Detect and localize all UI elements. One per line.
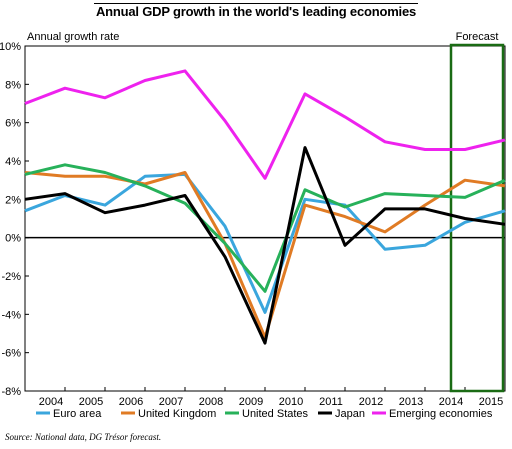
y-tick-label: 6% — [5, 118, 21, 130]
series-lines — [24, 69, 506, 345]
chart-title: Annual GDP growth in the world's leading… — [93, 3, 419, 19]
y-axis-label: Annual growth rate — [27, 31, 119, 43]
series-line-euro-area — [24, 172, 506, 314]
y-tick-label: -6% — [1, 348, 21, 360]
x-tick-label: 2015 — [479, 396, 503, 408]
x-tick-label: 2006 — [119, 396, 143, 408]
y-tick-label: -4% — [1, 309, 21, 321]
x-axis-ticks: 2004 2005 2006 2007 2008 2009 2010 2011 2012 2013… — [39, 387, 503, 408]
x-tick-label: 2007 — [159, 396, 183, 408]
y-tick-label: 4% — [5, 156, 21, 168]
y-axis-ticks: -8% -6% -4% -2% 0% 2% 4% 6% 8% 10% — [0, 41, 29, 398]
x-tick-label: 2014 — [439, 396, 463, 408]
legend-label: Euro area — [53, 408, 102, 420]
y-tick-label: 2% — [5, 194, 21, 206]
x-tick-label: 2005 — [79, 396, 103, 408]
x-tick-label: 2010 — [279, 396, 303, 408]
x-tick-label: 2012 — [359, 396, 383, 408]
y-tick-label: 10% — [0, 41, 21, 53]
y-tick-label: -2% — [1, 271, 21, 283]
y-tick-label: 8% — [5, 79, 21, 91]
series-line-emerging-economies — [24, 69, 506, 180]
forecast-label: Forecast — [456, 31, 499, 43]
series-line-united-states — [24, 163, 506, 293]
y-tick-label: -8% — [1, 386, 21, 398]
y-tick-label: 0% — [5, 233, 21, 245]
forecast-box — [449, 43, 505, 393]
legend-label: Emerging economies — [389, 408, 493, 420]
x-tick-label: 2011 — [319, 396, 343, 408]
x-tick-label: 2013 — [399, 396, 423, 408]
forecast-region: Forecast — [449, 31, 505, 393]
legend-label: United Kingdom — [138, 408, 216, 420]
x-tick-label: 2009 — [239, 396, 263, 408]
source-note: Source: National data, DG Trésor forecas… — [5, 432, 162, 442]
legend: Euro area United Kingdom United States Japa… — [36, 408, 493, 420]
series-line-japan — [24, 146, 506, 345]
x-tick-label: 2008 — [199, 396, 223, 408]
x-tick-label: 2004 — [39, 396, 63, 408]
legend-label: United States — [242, 408, 309, 420]
legend-label: Japan — [335, 408, 365, 420]
